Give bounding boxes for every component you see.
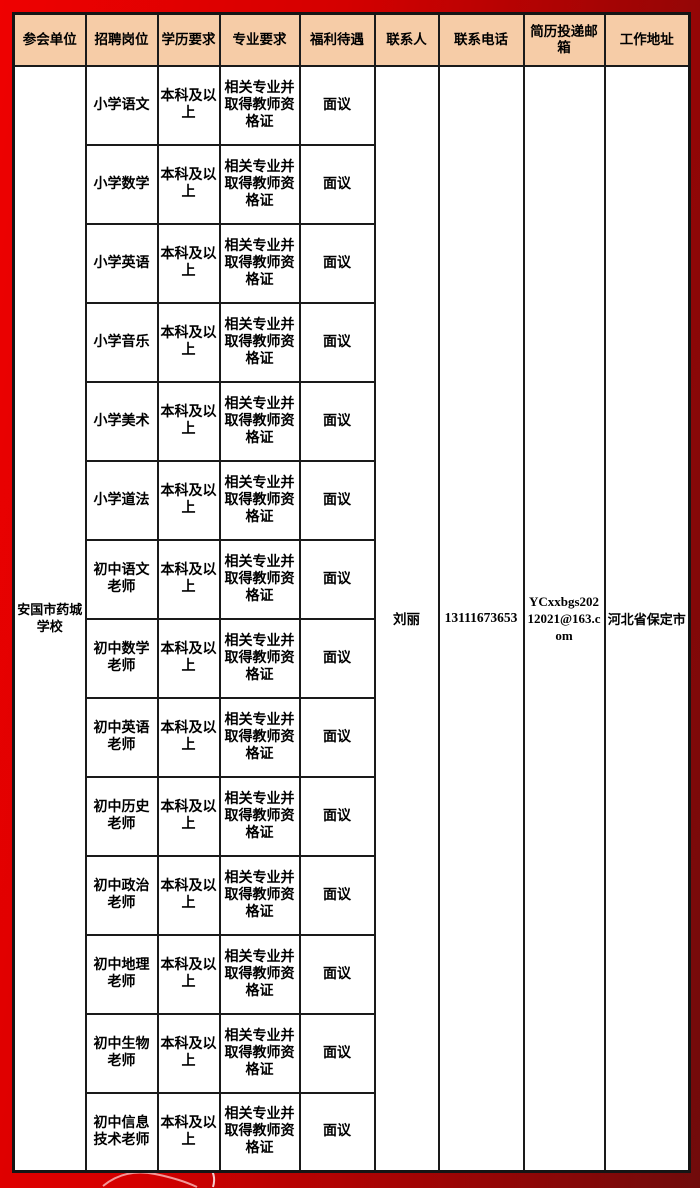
cell-contact: 刘丽 bbox=[373, 64, 440, 1173]
cell-major: 相关专业并取得教师资格证 bbox=[218, 143, 301, 225]
cell-salary: 面议 bbox=[298, 64, 376, 146]
cell-position: 初中地理老师 bbox=[84, 933, 159, 1015]
col-header-phone: 联系电话 bbox=[437, 12, 525, 67]
cell-position: 小学美术 bbox=[84, 380, 159, 462]
cell-phone: 13111673653 bbox=[437, 64, 525, 1173]
cell-education: 本科及以上 bbox=[156, 538, 221, 620]
cell-major: 相关专业并取得教师资格证 bbox=[218, 696, 301, 778]
table-row: 初中数学老师 本科及以上 相关专业并取得教师资格证 面议 bbox=[14, 617, 690, 699]
cell-major: 相关专业并取得教师资格证 bbox=[218, 854, 301, 936]
recruitment-table: 参会单位 招聘岗位 学历要求 专业要求 福利待遇 联系人 联系电话 简历投递邮箱… bbox=[12, 12, 691, 1173]
cell-position: 初中数学老师 bbox=[84, 617, 159, 699]
table-row: 安国市药城学校 小学语文 本科及以上 相关专业并取得教师资格证 面议 刘丽 13… bbox=[12, 64, 691, 1173]
cell-education: 本科及以上 bbox=[156, 459, 221, 541]
cell-major: 相关专业并取得教师资格证 bbox=[218, 459, 301, 541]
cell-education: 本科及以上 bbox=[156, 1091, 221, 1173]
cell-salary: 面议 bbox=[298, 696, 376, 778]
col-header-unit: 参会单位 bbox=[12, 12, 87, 67]
table-row: 初中政治老师 本科及以上 相关专业并取得教师资格证 面议 bbox=[14, 854, 690, 936]
cell-major: 相关专业并取得教师资格证 bbox=[218, 775, 301, 857]
cell-salary: 面议 bbox=[298, 459, 376, 541]
table-row: 初中信息技术老师 本科及以上 相关专业并取得教师资格证 面议 bbox=[14, 1091, 690, 1173]
cell-position: 初中政治老师 bbox=[84, 854, 159, 936]
cell-education: 本科及以上 bbox=[156, 696, 221, 778]
cell-education: 本科及以上 bbox=[156, 64, 221, 146]
cell-salary: 面议 bbox=[298, 143, 376, 225]
cell-salary: 面议 bbox=[298, 933, 376, 1015]
cell-major: 相关专业并取得教师资格证 bbox=[218, 1091, 301, 1173]
cell-salary: 面议 bbox=[298, 222, 376, 304]
cell-major: 相关专业并取得教师资格证 bbox=[218, 380, 301, 462]
cell-major: 相关专业并取得教师资格证 bbox=[218, 538, 301, 620]
cell-major: 相关专业并取得教师资格证 bbox=[218, 617, 301, 699]
cell-salary: 面议 bbox=[298, 380, 376, 462]
cell-education: 本科及以上 bbox=[156, 301, 221, 383]
cell-position: 小学道法 bbox=[84, 459, 159, 541]
cell-education: 本科及以上 bbox=[156, 143, 221, 225]
cell-position: 初中生物老师 bbox=[84, 1012, 159, 1094]
table-row: 初中英语老师 本科及以上 相关专业并取得教师资格证 面议 bbox=[14, 696, 690, 778]
cell-position: 初中历史老师 bbox=[84, 775, 159, 857]
cell-education: 本科及以上 bbox=[156, 854, 221, 936]
cell-education: 本科及以上 bbox=[156, 775, 221, 857]
cell-education: 本科及以上 bbox=[156, 1012, 221, 1094]
cell-salary: 面议 bbox=[298, 854, 376, 936]
cell-education: 本科及以上 bbox=[156, 933, 221, 1015]
cell-unit: 安国市药城学校 bbox=[12, 64, 87, 1173]
cell-position: 小学英语 bbox=[84, 222, 159, 304]
cell-address: 河北省保定市 bbox=[603, 64, 691, 1173]
cell-position: 初中语文老师 bbox=[84, 538, 159, 620]
col-header-contact: 联系人 bbox=[373, 12, 440, 67]
table-row: 初中地理老师 本科及以上 相关专业并取得教师资格证 面议 bbox=[14, 933, 690, 1015]
cell-major: 相关专业并取得教师资格证 bbox=[218, 1012, 301, 1094]
cell-major: 相关专业并取得教师资格证 bbox=[218, 64, 301, 146]
cell-major: 相关专业并取得教师资格证 bbox=[218, 933, 301, 1015]
table-row: 小学美术 本科及以上 相关专业并取得教师资格证 面议 bbox=[14, 380, 690, 462]
col-header-address: 工作地址 bbox=[603, 12, 691, 67]
table-row: 初中语文老师 本科及以上 相关专业并取得教师资格证 面议 bbox=[14, 538, 690, 620]
cell-salary: 面议 bbox=[298, 301, 376, 383]
cell-major: 相关专业并取得教师资格证 bbox=[218, 222, 301, 304]
cell-position: 小学音乐 bbox=[84, 301, 159, 383]
cell-major: 相关专业并取得教师资格证 bbox=[218, 301, 301, 383]
cell-position: 初中英语老师 bbox=[84, 696, 159, 778]
col-header-education: 学历要求 bbox=[156, 12, 221, 67]
table-row: 小学道法 本科及以上 相关专业并取得教师资格证 面议 bbox=[14, 459, 690, 541]
cell-education: 本科及以上 bbox=[156, 380, 221, 462]
cell-salary: 面议 bbox=[298, 775, 376, 857]
cell-education: 本科及以上 bbox=[156, 222, 221, 304]
cell-salary: 面议 bbox=[298, 617, 376, 699]
table-row: 小学英语 本科及以上 相关专业并取得教师资格证 面议 bbox=[14, 222, 690, 304]
table-row: 小学音乐 本科及以上 相关专业并取得教师资格证 面议 bbox=[14, 301, 690, 383]
cell-salary: 面议 bbox=[298, 538, 376, 620]
header-row: 参会单位 招聘岗位 学历要求 专业要求 福利待遇 联系人 联系电话 简历投递邮箱… bbox=[12, 12, 691, 67]
cell-salary: 面议 bbox=[298, 1091, 376, 1173]
table-row: 小学数学 本科及以上 相关专业并取得教师资格证 面议 bbox=[14, 143, 690, 225]
cell-email: YCxxbgs20212021@163.com bbox=[522, 64, 606, 1173]
cell-salary: 面议 bbox=[298, 1012, 376, 1094]
col-header-major: 专业要求 bbox=[218, 12, 301, 67]
cell-education: 本科及以上 bbox=[156, 617, 221, 699]
col-header-position: 招聘岗位 bbox=[84, 12, 159, 67]
cell-position: 小学数学 bbox=[84, 143, 159, 225]
table-row: 初中历史老师 本科及以上 相关专业并取得教师资格证 面议 bbox=[14, 775, 690, 857]
table-row: 初中生物老师 本科及以上 相关专业并取得教师资格证 面议 bbox=[14, 1012, 690, 1094]
cell-position: 小学语文 bbox=[84, 64, 159, 146]
col-header-email: 简历投递邮箱 bbox=[522, 12, 606, 67]
cell-position: 初中信息技术老师 bbox=[84, 1091, 159, 1173]
col-header-salary: 福利待遇 bbox=[298, 12, 376, 67]
